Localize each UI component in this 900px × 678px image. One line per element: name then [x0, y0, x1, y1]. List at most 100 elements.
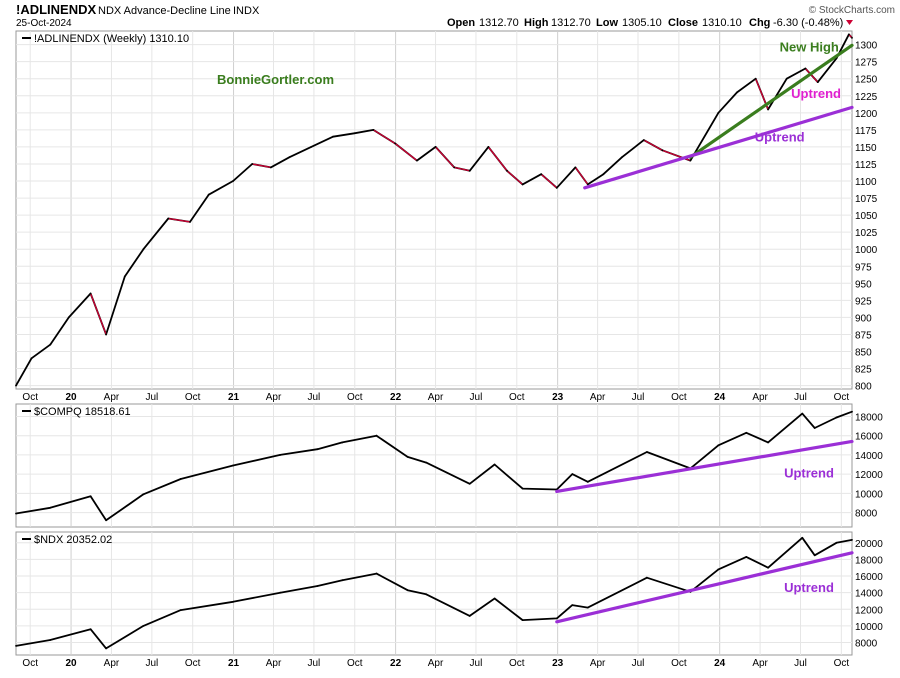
data-point	[341, 441, 344, 444]
x-tick-label: Jul	[632, 392, 645, 403]
data-point	[493, 463, 496, 466]
down-triangle-icon	[846, 20, 853, 25]
y-tick-label: 1275	[855, 58, 878, 69]
watermark: © StockCharts.com	[809, 5, 895, 16]
down-segment	[252, 163, 271, 169]
data-point	[835, 416, 838, 419]
trendline	[555, 551, 854, 624]
y-tick-label: 12000	[855, 470, 883, 481]
annotation-label: New High	[780, 39, 839, 54]
data-point	[645, 576, 648, 579]
data-point	[745, 431, 748, 434]
data-point	[816, 81, 819, 84]
chg-value: -6.30 (-0.48%)	[773, 17, 843, 29]
panel-2: 8000 10000 12000 14000 16000 18000 $COMPQ 1851…	[15, 403, 883, 528]
data-point	[310, 146, 313, 148]
x-tick-label: Apr	[752, 658, 768, 669]
down-segment	[487, 146, 508, 172]
x-tick-label: Oct	[22, 392, 38, 403]
x-tick-label: 24	[714, 392, 726, 403]
panel-1: 800 825 850 875 900 925 950 975 1000 1025 1050 1075…	[15, 30, 878, 403]
legend-label: !ADLINENDX (Weekly) 1310.10	[34, 33, 189, 45]
down-segment	[394, 143, 418, 162]
y-tick-label: 875	[855, 330, 872, 341]
y-tick-label: 18000	[855, 555, 883, 566]
y-tick-label: 1175	[855, 126, 877, 137]
data-point	[15, 384, 17, 387]
data-point	[602, 173, 605, 176]
down-segment	[89, 293, 107, 335]
trendline	[555, 439, 854, 494]
y-tick-label: 12000	[855, 605, 883, 616]
down-segment	[168, 217, 191, 223]
down-segment	[540, 173, 558, 189]
data-point	[49, 506, 52, 509]
y-tick-label: 950	[855, 279, 872, 290]
data-point	[571, 604, 574, 607]
annotation-label: Uptrend	[755, 129, 805, 144]
chart-symbol: !ADLINENDX	[16, 2, 96, 17]
data-point	[468, 169, 471, 172]
data-point	[767, 441, 769, 444]
chg-label: Chg	[749, 17, 770, 29]
data-point	[621, 156, 623, 159]
y-tick-label: 14000	[855, 589, 883, 600]
x-tick-label: Oct	[509, 658, 525, 669]
y-tick-label: 1250	[855, 75, 878, 86]
data-point	[689, 159, 692, 162]
data-point	[521, 183, 524, 186]
data-point	[394, 142, 397, 145]
data-point	[586, 606, 589, 609]
low-value: 1305.10	[622, 17, 662, 29]
y-tick-label: 10000	[855, 489, 883, 500]
y-tick-label: 1150	[855, 143, 877, 154]
data-point	[425, 461, 428, 464]
x-tick-label: Oct	[509, 392, 525, 403]
data-point	[745, 556, 748, 558]
down-segment	[506, 170, 524, 185]
x-tick-label: Apr	[104, 392, 120, 403]
y-tick-label: 18000	[855, 412, 883, 423]
x-tick-label: Apr	[266, 392, 282, 403]
y-tick-label: 8000	[855, 639, 878, 650]
down-segment	[373, 129, 396, 145]
y-tick-label: 1000	[855, 245, 878, 256]
down-segment	[454, 166, 470, 172]
x-tick-label: Jul	[470, 658, 483, 669]
y-tick-label: 1025	[855, 228, 878, 239]
x-tick-label: 21	[228, 658, 240, 669]
data-point	[645, 451, 648, 453]
x-tick-label: 20	[65, 392, 77, 403]
data-point	[835, 541, 838, 544]
x-tick-label: 23	[552, 392, 564, 403]
data-point	[453, 166, 456, 169]
down-segment	[643, 139, 663, 151]
data-point	[506, 169, 508, 172]
data-point	[189, 221, 191, 223]
trendline	[583, 105, 854, 190]
data-point	[801, 412, 804, 415]
high-label: High	[524, 17, 549, 29]
x-tick-label: Oct	[347, 392, 363, 403]
data-point	[642, 139, 645, 142]
data-point	[767, 108, 769, 111]
data-point	[521, 487, 524, 490]
data-point	[754, 77, 757, 80]
y-tick-label: 16000	[855, 572, 883, 583]
y-tick-label: 14000	[855, 451, 883, 462]
data-point	[375, 434, 378, 437]
data-point	[425, 593, 428, 596]
x-tick-label: Oct	[22, 658, 38, 669]
data-point	[30, 357, 33, 360]
data-point	[717, 568, 720, 571]
x-tick-label: Apr	[104, 658, 120, 669]
data-point	[586, 183, 589, 186]
legend-label: $NDX 20352.02	[34, 534, 112, 546]
panel-frame	[15, 403, 853, 528]
panel-3: 8000 10000 12000 14000 16000 18000 20000 $NDX 2…	[15, 531, 883, 669]
data-point	[574, 166, 577, 169]
x-tick-label: Jul	[308, 392, 321, 403]
data-point	[288, 156, 291, 159]
